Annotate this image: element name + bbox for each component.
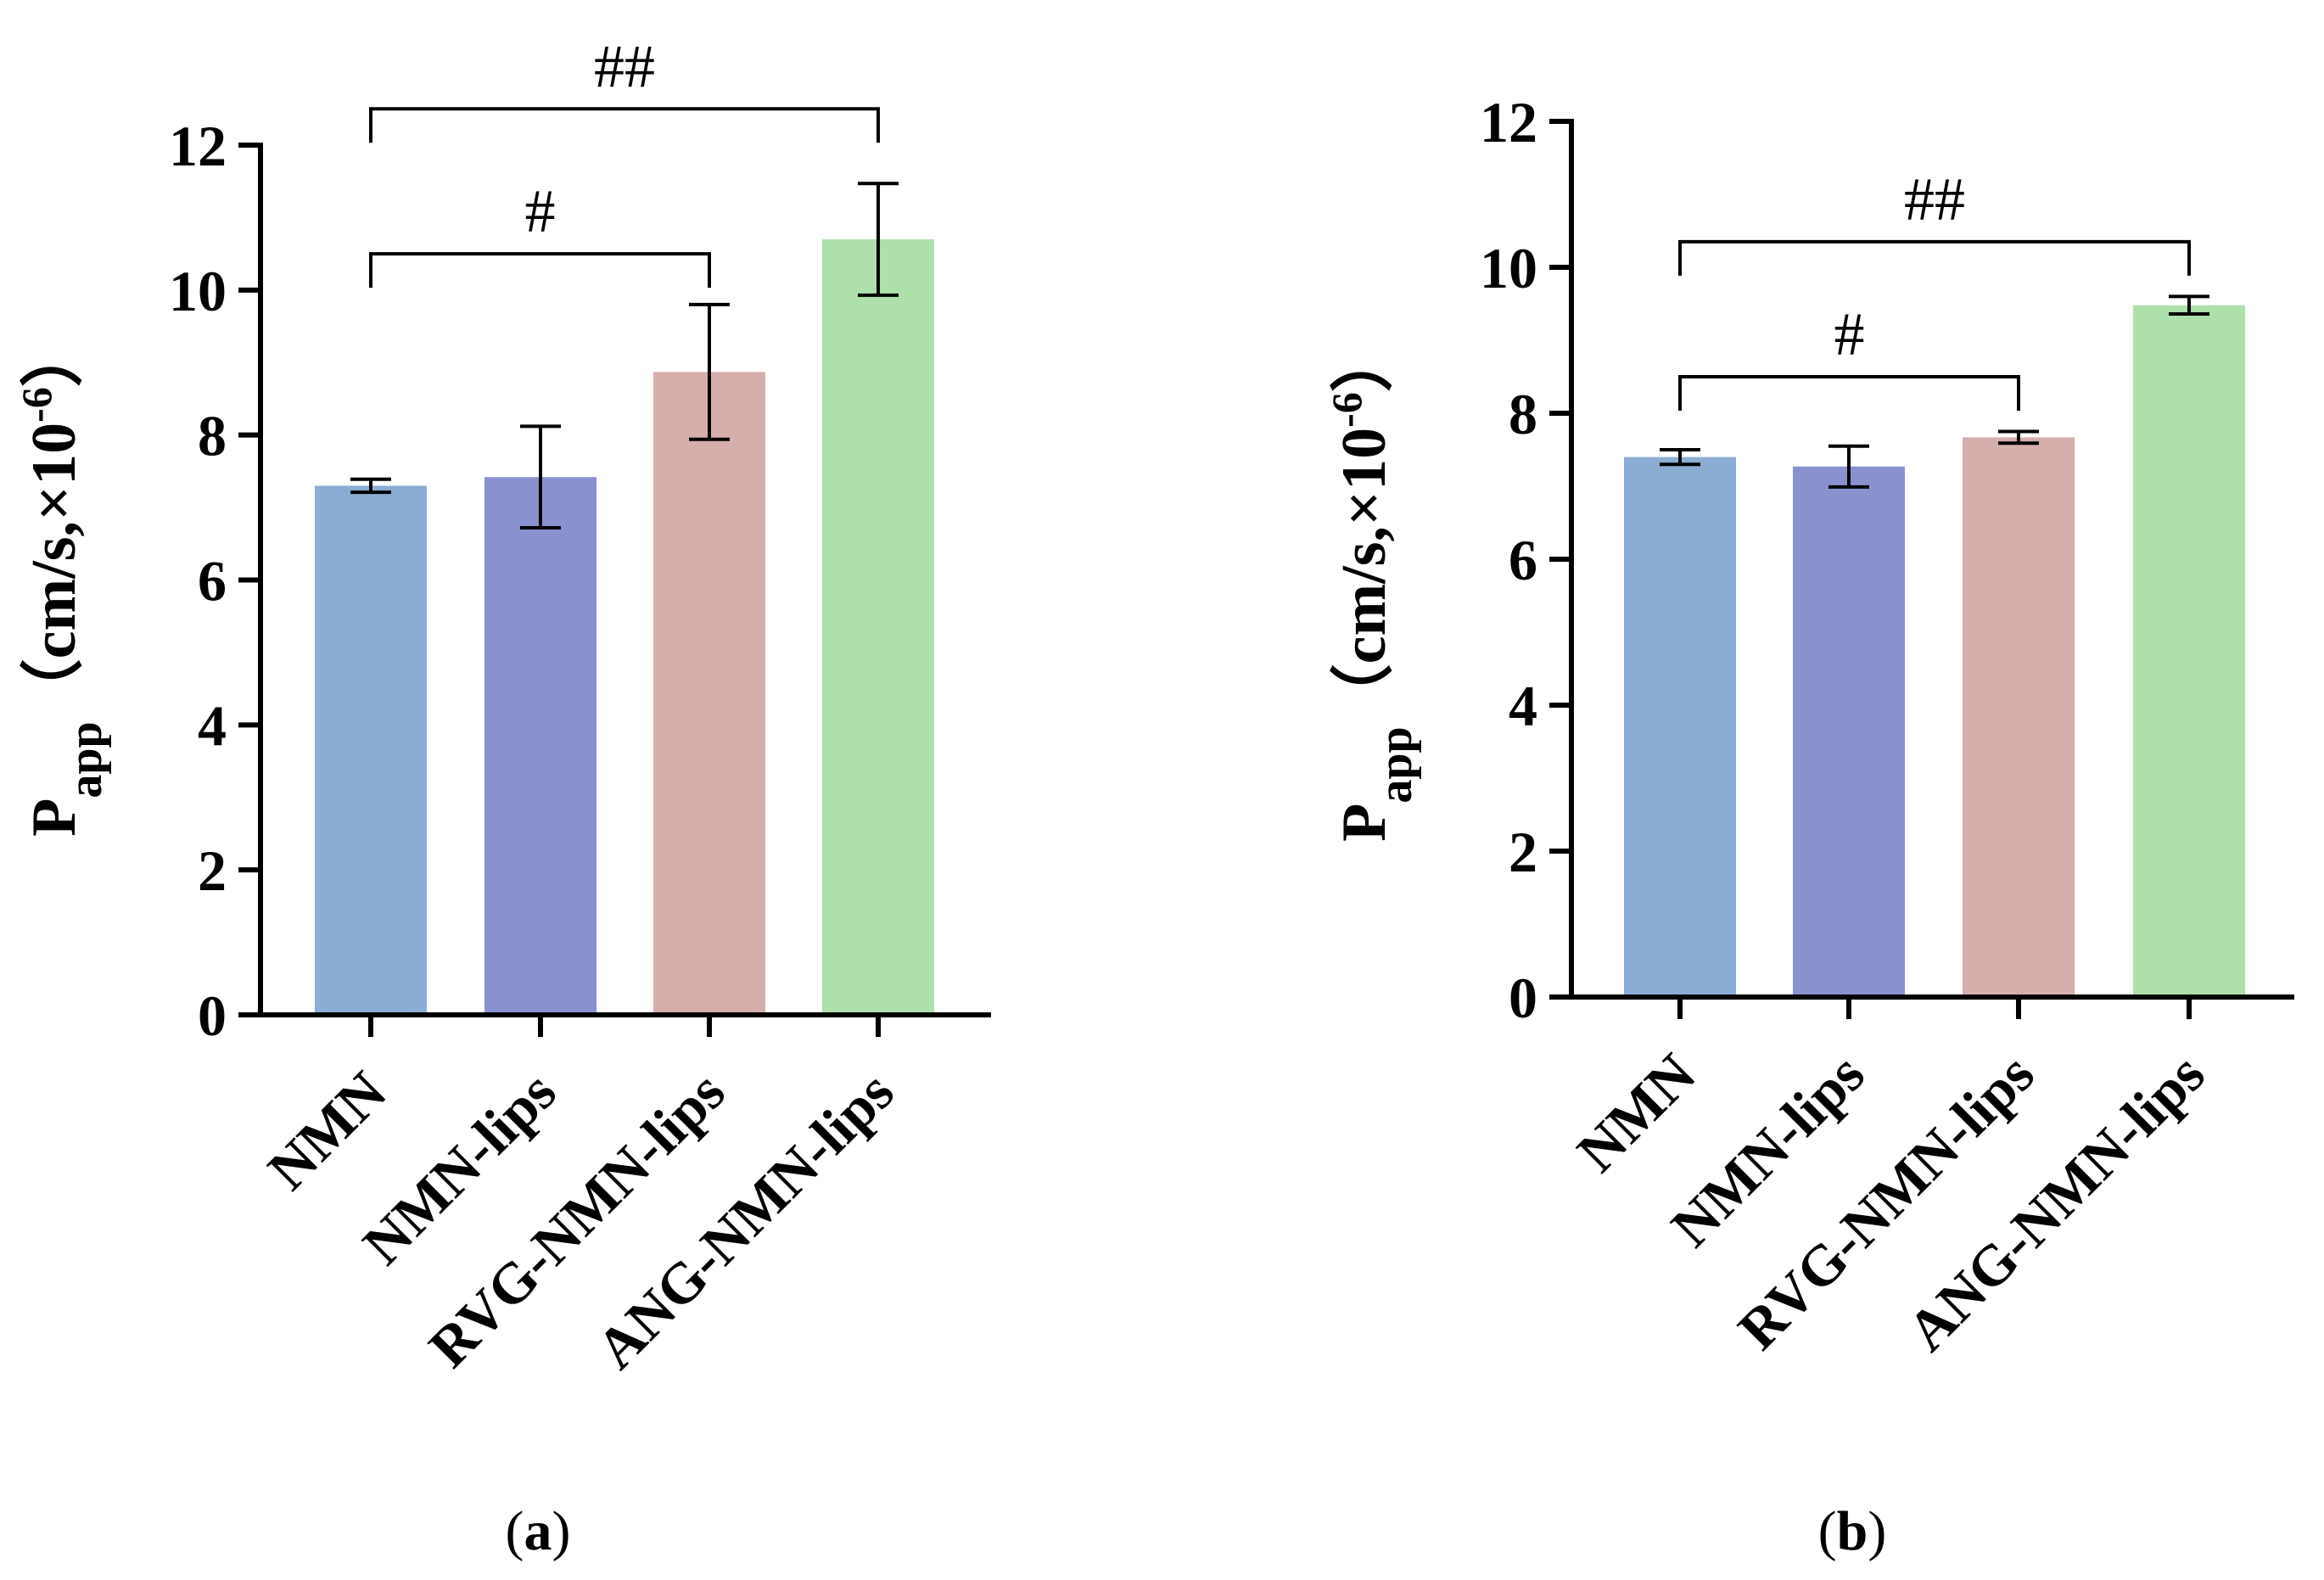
bar-rvg-nmn-lips [653, 372, 765, 1016]
significance-bracket: # [369, 177, 711, 289]
y-axis-label: Papp（cm/s,×10-6） [13, 324, 112, 837]
y-tick-label: 10 [169, 259, 227, 323]
y-axis-label-paren-open: （ [1330, 664, 1399, 726]
panel-label-letter: b [1837, 1500, 1868, 1562]
bar-nmn-lips [484, 477, 596, 1015]
error-bar-rvg-nmn-lips [1998, 429, 2039, 445]
significance-bracket: # [1678, 300, 2020, 411]
error-bar-rvg-nmn-lips [689, 302, 730, 441]
x-tick-label-nmn: NMN [1565, 1041, 1708, 1185]
y-tick-label: 6 [1509, 528, 1537, 592]
y-tick-label: 8 [1509, 382, 1537, 446]
significance-bracket: ## [1678, 165, 2191, 276]
y-tick-label: 4 [198, 693, 227, 758]
bracket-line [1678, 239, 2191, 276]
y-tick-label: 8 [198, 404, 227, 468]
y-axis-label-main: P [20, 798, 89, 837]
panel-label: (a) [506, 1500, 571, 1562]
y-axis-label-paren-close: ） [1330, 329, 1399, 392]
y-axis-label-paren-open: （ [20, 658, 89, 721]
bracket-line [1678, 375, 2020, 411]
x-tick-label-nmn: NMN [255, 1059, 399, 1202]
error-bar-nmn-lips [520, 424, 561, 529]
x-tick-label-ang-nmn-lips: ANG-NMN-lips [584, 1059, 906, 1381]
error-bar-ang-nmn-lips [858, 182, 899, 297]
significance-marker: ## [1904, 165, 1965, 233]
y-axis-label-superscript: -6 [13, 387, 60, 423]
significance-bracket: ## [369, 32, 880, 143]
significance-marker: # [525, 177, 556, 245]
panel-label-close: ) [1868, 1500, 1886, 1562]
x-tick-label-rvg-nmn-lips: RVG-NMN-lips [417, 1059, 737, 1380]
y-axis-label-main: P [1330, 804, 1399, 842]
chart-panel-a: 024681012NMNNMN-lipsRVG-NMN-lipsANG-NMN-… [13, 32, 991, 1562]
y-axis-label: Papp（cm/s,×10-6） [1323, 329, 1422, 842]
error-bar-nmn [350, 477, 391, 495]
bar-ang-nmn-lips [822, 239, 934, 1016]
y-tick-label: 10 [1480, 236, 1537, 300]
x-tick-label-ang-nmn-lips: ANG-NMN-lips [1895, 1041, 2217, 1364]
y-tick-label: 6 [198, 549, 227, 614]
error-bar-ang-nmn-lips [2169, 294, 2209, 317]
y-tick-label: 4 [1509, 674, 1537, 738]
significance-marker: ## [594, 32, 655, 100]
panel-label-open: ( [1818, 1500, 1837, 1562]
y-tick-label: 2 [198, 838, 227, 903]
bar-nmn-lips [1793, 466, 1905, 997]
y-axis-label-paren-close: ） [20, 324, 89, 387]
x-tick-label-rvg-nmn-lips: RVG-NMN-lips [1726, 1041, 2047, 1362]
bracket-line [369, 107, 880, 143]
error-bar-nmn [1660, 448, 1700, 467]
y-tick-label: 2 [1509, 820, 1537, 884]
bar-nmn [315, 485, 427, 1015]
bar-nmn [1624, 457, 1736, 997]
panel-label-letter: a [524, 1500, 552, 1562]
y-axis-label-subscript: app [59, 721, 112, 798]
bar-ang-nmn-lips [2133, 305, 2245, 998]
y-axis-label-unit: cm/s,×10 [1330, 428, 1399, 664]
chart-panel-b: 024681012NMNNMN-lipsRVG-NMN-lipsANG-NMN-… [1323, 90, 2294, 1562]
panel-label-close: ) [552, 1500, 571, 1562]
y-tick-label: 12 [169, 114, 227, 178]
y-tick-label: 0 [198, 983, 227, 1048]
panel-label: (b) [1818, 1500, 1887, 1562]
bar-rvg-nmn-lips [1963, 437, 2075, 997]
significance-marker: # [1834, 300, 1865, 368]
y-axis-label-subscript: app [1369, 726, 1422, 803]
y-axis-label-unit: cm/s,×10 [20, 423, 89, 659]
y-axis-label-superscript: -6 [1323, 392, 1370, 428]
error-bar-nmn-lips [1828, 444, 1869, 489]
panel-label-open: ( [506, 1500, 524, 1562]
y-tick-label: 0 [1509, 966, 1537, 1030]
bracket-line [369, 252, 711, 289]
y-tick-label: 12 [1480, 90, 1537, 154]
